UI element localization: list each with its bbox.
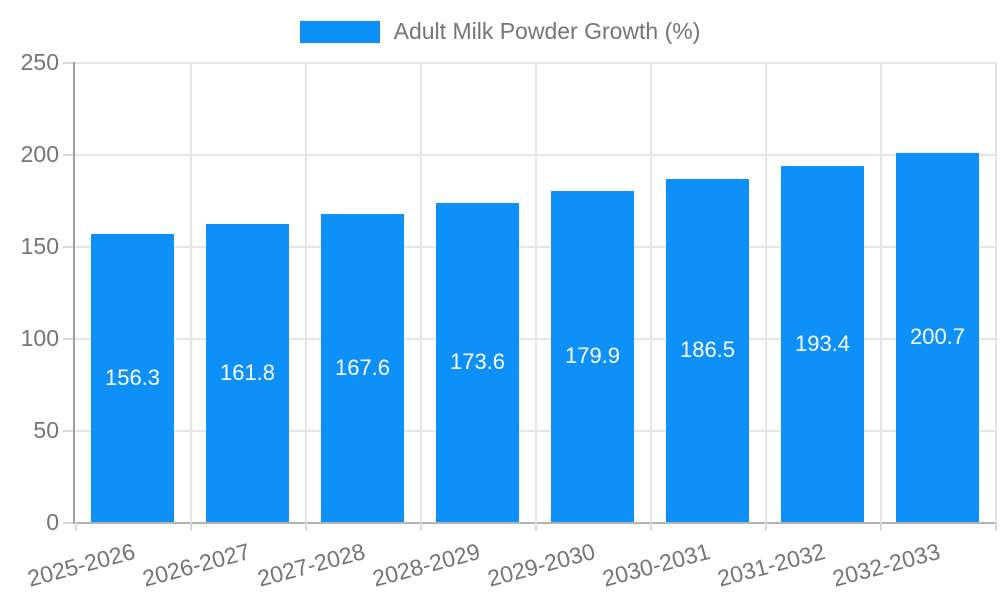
x-axis-tick (880, 522, 882, 531)
vertical-gridline (880, 62, 882, 522)
vertical-gridline (995, 62, 997, 522)
y-axis-tick (63, 246, 73, 248)
bar[interactable]: 200.7 (896, 152, 979, 522)
vertical-gridline (420, 62, 422, 522)
y-axis-tick-label: 200 (20, 141, 59, 167)
vertical-gridline (650, 62, 652, 522)
bar-value-label: 186.5 (679, 337, 736, 363)
bar-value-label: 156.3 (104, 365, 161, 391)
legend-item[interactable]: Adult Milk Powder Growth (%) (299, 18, 701, 45)
x-axis-tick (75, 522, 77, 531)
legend: Adult Milk Powder Growth (%) (0, 18, 1000, 45)
x-axis-tick (650, 522, 652, 531)
bar[interactable]: 193.4 (781, 166, 864, 522)
bar-value-label: 193.4 (794, 331, 851, 357)
bar[interactable]: 179.9 (551, 190, 634, 522)
y-axis-tick (63, 154, 73, 156)
y-axis-tick-label: 250 (20, 49, 59, 75)
y-axis-tick (63, 522, 73, 524)
bar-value-label: 173.6 (449, 349, 506, 375)
vertical-gridline (765, 62, 767, 522)
y-axis-tick-label: 100 (20, 325, 59, 351)
x-axis-tick (995, 522, 997, 531)
x-axis-tick (535, 522, 537, 531)
vertical-gridline (535, 62, 537, 522)
x-axis-tick (420, 522, 422, 531)
bar-value-label: 167.6 (334, 354, 391, 380)
legend-swatch (299, 20, 380, 43)
x-axis-tick (305, 522, 307, 531)
plot-area: 156.3 161.8 167.6 173.6 179.9 186.5 193.4 200.7 (63, 62, 997, 531)
legend-label: Adult Milk Powder Growth (%) (393, 18, 701, 44)
x-axis-tick (190, 522, 192, 531)
vertical-gridline (190, 62, 192, 522)
bar[interactable]: 156.3 (91, 234, 174, 522)
bar-value-label: 179.9 (564, 343, 621, 369)
bar[interactable]: 161.8 (206, 224, 289, 522)
y-axis-tick (63, 62, 73, 64)
bar[interactable]: 186.5 (666, 178, 749, 522)
bar-value-label: 161.8 (219, 360, 276, 386)
x-axis-tick (765, 522, 767, 531)
bar[interactable]: 173.6 (436, 202, 519, 522)
y-axis-tick-label: 50 (33, 417, 59, 443)
y-axis-tick (63, 338, 73, 340)
y-axis-tick-label: 150 (20, 233, 59, 259)
bar-value-label: 200.7 (909, 324, 966, 350)
y-axis-tick (63, 430, 73, 432)
y-axis-tick-label: 0 (46, 509, 59, 535)
bar[interactable]: 167.6 (321, 213, 404, 522)
vertical-gridline (305, 62, 307, 522)
